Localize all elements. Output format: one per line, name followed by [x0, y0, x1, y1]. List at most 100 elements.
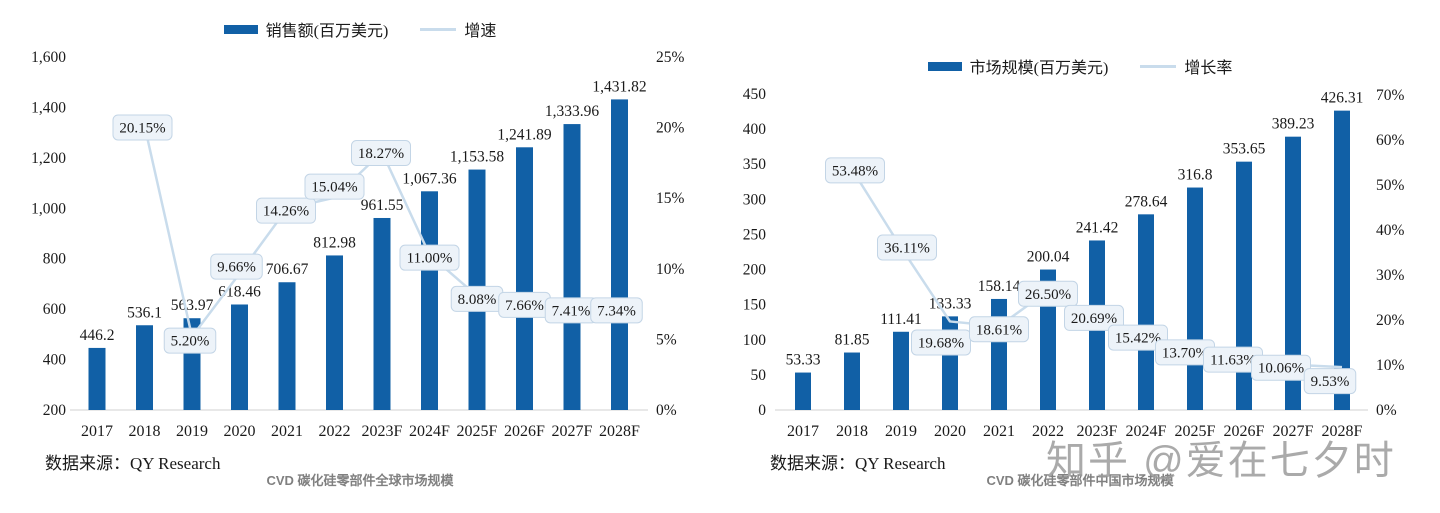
- bar-value-label: 81.85: [835, 332, 870, 349]
- chart-global: 200 400 600 800 1,000 1,200 1,400 1,600 0% 5% 10% 1…: [31, 49, 684, 440]
- growth-callout: [590, 297, 643, 324]
- growth-callout: [1251, 354, 1311, 381]
- left-axis-tick-label: 450: [743, 86, 767, 103]
- bar-value-label: 1,241.89: [497, 126, 552, 143]
- right-axis-tick-label: 10%: [1376, 357, 1405, 374]
- growth-callout-label: 14.26%: [263, 204, 309, 220]
- bar-value-label: 241.42: [1076, 219, 1119, 236]
- x-axis-tick-label: 2024F: [1126, 423, 1167, 440]
- bar-value-label: 389.23: [1272, 116, 1315, 133]
- growth-callout: [1108, 324, 1168, 351]
- growth-callout: [112, 114, 173, 141]
- bar: [373, 217, 391, 410]
- left-axis-tick-label: 350: [743, 156, 767, 173]
- right-axis-tick-label: 25%: [656, 49, 685, 66]
- left-axis-tick-label: 250: [743, 226, 767, 243]
- growth-callout-label: 11.63%: [1210, 353, 1256, 369]
- bar: [1236, 161, 1252, 410]
- bar-value-label: 133.33: [929, 295, 972, 312]
- watermark: 知乎 @爱在七夕时: [1046, 439, 1396, 483]
- x-axis-tick-label: 2027F: [1273, 423, 1314, 440]
- growth-callout-label: 8.08%: [458, 292, 497, 308]
- bar-value-label: 200.04: [1027, 249, 1070, 266]
- bar-value-label: 1,153.58: [450, 149, 505, 166]
- growth-callout-label: 11.00%: [407, 251, 453, 267]
- x-axis-tick-label: 2021: [983, 423, 1015, 440]
- growth-callout-label: 20.15%: [119, 120, 165, 136]
- left-axis-tick-label: 200: [743, 262, 767, 279]
- bar: [1285, 136, 1301, 410]
- bar-value-label: 563.97: [171, 297, 214, 314]
- bar: [611, 99, 628, 410]
- x-axis-tick-label: 2028F: [1322, 423, 1363, 440]
- bar-value-label: 446.2: [80, 327, 115, 344]
- x-axis-tick-label: 2022: [1032, 423, 1064, 440]
- growth-callout-label: 18.27%: [358, 146, 404, 162]
- source-global: 数据来源：QY Research: [45, 454, 221, 473]
- bar-value-label: 1,333.96: [545, 103, 600, 120]
- growth-callout-label: 53.48%: [832, 163, 878, 179]
- growth-callout: [399, 244, 460, 271]
- right-axis-tick-label: 0%: [1376, 402, 1397, 419]
- bar: [1138, 214, 1154, 410]
- caption-global: CVD 碳化硅零部件全球市场规模: [266, 473, 454, 488]
- x-axis-tick-label: 2023F: [362, 423, 403, 440]
- x-axis-tick-label: 2018: [129, 423, 161, 440]
- growth-callout: [969, 316, 1029, 343]
- growth-callout: [163, 327, 217, 354]
- line-series-swatch: [420, 27, 457, 31]
- growth-callout: [256, 197, 316, 224]
- bar: [88, 347, 106, 410]
- x-axis-tick-label: 2025F: [457, 423, 498, 440]
- left-axis-tick-label: 150: [743, 297, 767, 314]
- growth-callout: [210, 253, 263, 280]
- bar-value-label: 158.14: [978, 278, 1021, 295]
- bar: [893, 331, 909, 410]
- growth-callout: [825, 157, 885, 184]
- bar-value-label: 961.55: [361, 197, 404, 214]
- growth-callout-label: 15.42%: [1115, 331, 1161, 347]
- left-axis-tick-label: 1,600: [31, 49, 66, 66]
- bar-value-label: 706.67: [266, 261, 309, 278]
- growth-callout-label: 5.20%: [171, 334, 210, 350]
- x-axis-tick-label: 2028F: [599, 423, 640, 440]
- right-axis-tick-label: 60%: [1376, 132, 1405, 149]
- x-axis-tick-label: 2026F: [1224, 423, 1265, 440]
- bar-value-label: 316.8: [1178, 167, 1213, 184]
- growth-callout-label: 19.68%: [918, 335, 964, 351]
- bar: [278, 282, 296, 410]
- bar: [844, 352, 860, 410]
- legend-item-growth: 增速: [420, 17, 496, 41]
- x-axis-tick-label: 2020: [224, 423, 256, 440]
- growth-callout: [1064, 304, 1124, 331]
- right-axis-tick-label: 50%: [1376, 177, 1405, 194]
- bar: [795, 372, 811, 410]
- left-axis-tick-label: 1,200: [31, 150, 66, 167]
- growth-callout: [1303, 368, 1357, 395]
- growth-callout-label: 9.53%: [1311, 374, 1350, 390]
- growth-callout-label: 9.66%: [217, 260, 256, 276]
- left-axis-tick-label: 100: [743, 332, 767, 349]
- bar: [1187, 187, 1203, 410]
- left-axis-tick-label: 400: [743, 121, 767, 138]
- x-axis-tick-label: 2023F: [1077, 423, 1118, 440]
- bar-value-label: 536.1: [127, 304, 162, 321]
- left-axis-tick-label: 300: [743, 191, 767, 208]
- bar: [231, 304, 248, 410]
- bar: [421, 191, 438, 410]
- left-axis-tick-label: 600: [43, 301, 67, 318]
- right-axis-tick-label: 30%: [1376, 267, 1405, 284]
- growth-callout-label: 18.61%: [976, 322, 1022, 338]
- bar-value-label: 1,431.82: [592, 78, 646, 95]
- right-axis-tick-label: 10%: [656, 261, 685, 278]
- left-axis-tick-label: 1,000: [31, 200, 66, 217]
- x-axis-tick-label: 2017: [787, 423, 819, 440]
- bar: [991, 298, 1007, 410]
- caption-china: CVD 碳化硅零部件中国市场规模: [986, 473, 1174, 488]
- line-series-label: 增长率: [1184, 60, 1233, 77]
- line-series-label: 增速: [464, 23, 497, 40]
- bar-series-swatch: [927, 61, 962, 71]
- x-axis-tick-label: 2026F: [504, 423, 545, 440]
